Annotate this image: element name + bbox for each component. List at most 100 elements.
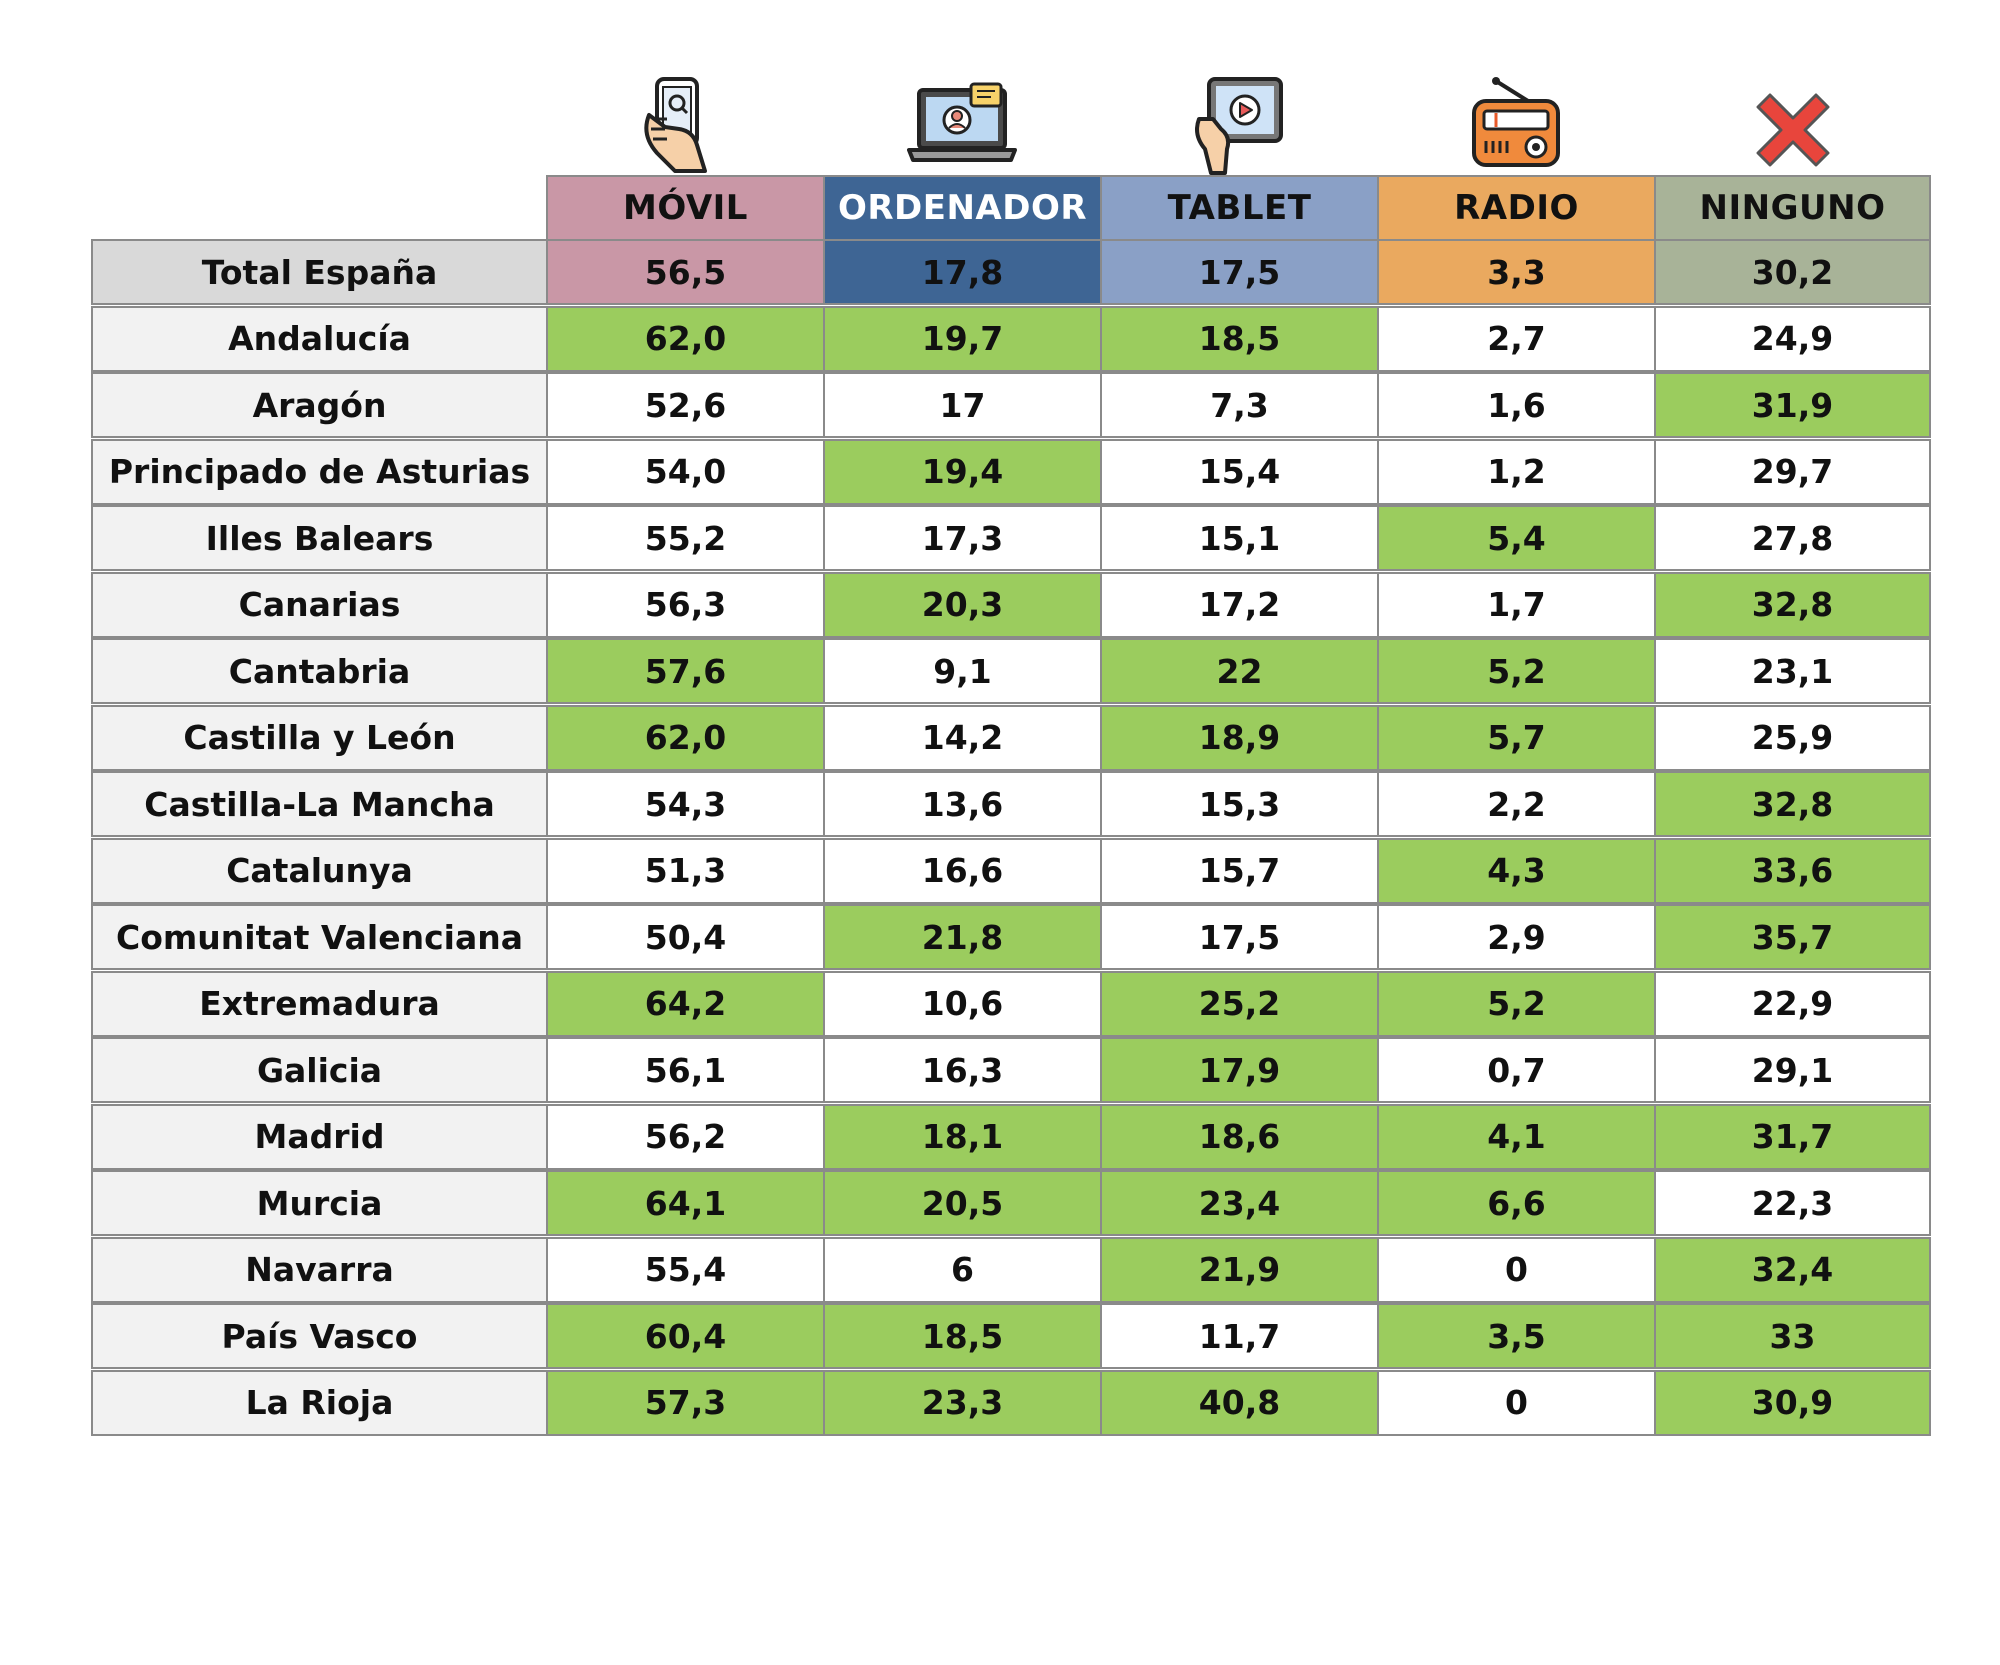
value-cell-movil: 54,3 [546,771,825,837]
region-label: Principado de Asturias [91,438,548,505]
device-usage-table-figure: MÓVIL ORDENADOR TABLET RADIO NINGUNO Tot… [91,50,1931,1436]
value-cell-ninguno: 24,9 [1654,305,1931,372]
value-cell-tablet: 25,2 [1100,970,1379,1037]
value-cell-ordenador: 16,6 [823,837,1102,904]
tablet-play-icon [1100,50,1377,175]
value-cell-movil: 56,5 [546,239,825,305]
region-label: Castilla-La Mancha [91,771,548,837]
value-cell-radio: 5,4 [1377,505,1656,571]
value-cell-radio: 5,2 [1377,970,1656,1037]
table-row: Castilla-La Mancha 54,3 13,6 15,3 2,2 32,8 [91,771,1931,837]
value-cell-ordenador: 10,6 [823,970,1102,1037]
value-cell-ordenador: 18,5 [823,1303,1102,1369]
value-cell-ninguno: 22,9 [1654,970,1931,1037]
value-cell-radio: 3,3 [1377,239,1656,305]
value-cell-radio: 5,2 [1377,638,1656,704]
column-header-radio: RADIO [1377,175,1656,241]
region-label: Madrid [91,1103,548,1170]
value-cell-ordenador: 16,3 [823,1037,1102,1103]
value-cell-ordenador: 19,7 [823,305,1102,372]
table-row: Canarias 56,3 20,3 17,2 1,7 32,8 [91,571,1931,638]
value-cell-radio: 2,9 [1377,904,1656,970]
value-cell-tablet: 15,1 [1100,505,1379,571]
region-label: Murcia [91,1170,548,1236]
value-cell-tablet: 18,5 [1100,305,1379,372]
region-label: Illes Balears [91,505,548,571]
value-cell-radio: 2,7 [1377,305,1656,372]
value-cell-movil: 54,0 [546,438,825,505]
value-cell-tablet: 40,8 [1100,1369,1379,1436]
value-cell-tablet: 17,9 [1100,1037,1379,1103]
value-cell-tablet: 15,3 [1100,771,1379,837]
value-cell-radio: 4,3 [1377,837,1656,904]
column-header-ninguno: NINGUNO [1654,175,1931,241]
value-cell-radio: 4,1 [1377,1103,1656,1170]
table-row: Extremadura 64,2 10,6 25,2 5,2 22,9 [91,970,1931,1037]
column-header-movil: MÓVIL [546,175,825,241]
region-label: Extremadura [91,970,548,1037]
table-row: Aragón 52,6 17 7,3 1,6 31,9 [91,372,1931,438]
value-cell-movil: 56,1 [546,1037,825,1103]
value-cell-tablet: 22 [1100,638,1379,704]
region-label: Cantabria [91,638,548,704]
column-header-ordenador: ORDENADOR [823,175,1102,241]
value-cell-ninguno: 30,2 [1654,239,1931,305]
radio-icon [1377,50,1654,175]
value-cell-ordenador: 13,6 [823,771,1102,837]
value-cell-ordenador: 14,2 [823,704,1102,771]
region-label: Comunitat Valenciana [91,904,548,970]
region-label: Canarias [91,571,548,638]
value-cell-radio: 0 [1377,1236,1656,1303]
value-cell-tablet: 21,9 [1100,1236,1379,1303]
value-cell-movil: 55,4 [546,1236,825,1303]
value-cell-ordenador: 17,8 [823,239,1102,305]
table-row: País Vasco 60,4 18,5 11,7 3,5 33 [91,1303,1931,1369]
value-cell-movil: 60,4 [546,1303,825,1369]
red-x-icon [1654,50,1931,175]
value-cell-movil: 62,0 [546,305,825,372]
laptop-video-call-icon [823,50,1100,175]
value-cell-ninguno: 29,1 [1654,1037,1931,1103]
value-cell-ordenador: 9,1 [823,638,1102,704]
value-cell-tablet: 17,2 [1100,571,1379,638]
value-cell-movil: 56,2 [546,1103,825,1170]
value-cell-radio: 2,2 [1377,771,1656,837]
value-cell-ordenador: 18,1 [823,1103,1102,1170]
value-cell-ninguno: 33 [1654,1303,1931,1369]
value-cell-movil: 51,3 [546,837,825,904]
table-row: Andalucía 62,0 19,7 18,5 2,7 24,9 [91,305,1931,372]
value-cell-ninguno: 31,7 [1654,1103,1931,1170]
value-cell-movil: 52,6 [546,372,825,438]
value-cell-movil: 55,2 [546,505,825,571]
table-row: Navarra 55,4 6 21,9 0 32,4 [91,1236,1931,1303]
value-cell-ninguno: 25,9 [1654,704,1931,771]
value-cell-ordenador: 20,3 [823,571,1102,638]
total-row: Total España 56,5 17,8 17,5 3,3 30,2 [91,239,1931,305]
value-cell-radio: 3,5 [1377,1303,1656,1369]
value-cell-ordenador: 17,3 [823,505,1102,571]
value-cell-radio: 1,7 [1377,571,1656,638]
region-label: País Vasco [91,1303,548,1369]
value-cell-ninguno: 32,8 [1654,571,1931,638]
value-cell-ninguno: 32,4 [1654,1236,1931,1303]
value-cell-ninguno: 31,9 [1654,372,1931,438]
value-cell-radio: 1,6 [1377,372,1656,438]
table-row: Madrid 56,2 18,1 18,6 4,1 31,7 [91,1103,1931,1170]
value-cell-ordenador: 6 [823,1236,1102,1303]
value-cell-movil: 62,0 [546,704,825,771]
value-cell-ordenador: 19,4 [823,438,1102,505]
value-cell-ninguno: 27,8 [1654,505,1931,571]
value-cell-movil: 64,1 [546,1170,825,1236]
value-cell-movil: 56,3 [546,571,825,638]
value-cell-tablet: 23,4 [1100,1170,1379,1236]
value-cell-ninguno: 33,6 [1654,837,1931,904]
value-cell-tablet: 17,5 [1100,239,1379,305]
table-row: Galicia 56,1 16,3 17,9 0,7 29,1 [91,1037,1931,1103]
region-label: Andalucía [91,305,548,372]
table-row: La Rioja 57,3 23,3 40,8 0 30,9 [91,1369,1931,1436]
region-label: Catalunya [91,837,548,904]
region-label: Navarra [91,1236,548,1303]
value-cell-tablet: 15,4 [1100,438,1379,505]
column-icons [546,50,1931,175]
value-cell-ninguno: 30,9 [1654,1369,1931,1436]
